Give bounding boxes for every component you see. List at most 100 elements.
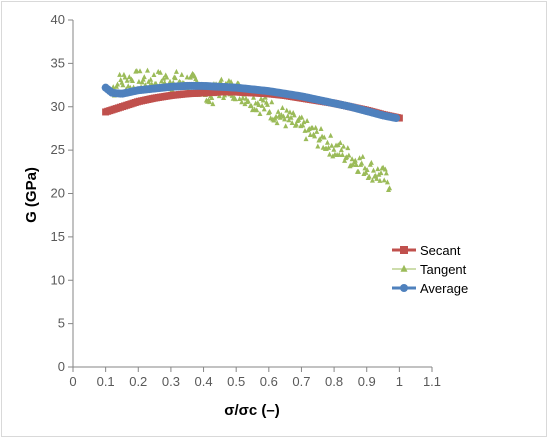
tangent-point [326,144,332,150]
tangent-point [336,151,342,157]
y-tick-label: 30 [51,99,65,114]
tangent-point [216,93,222,99]
tangent-point [256,101,262,107]
tangent-point [381,177,387,183]
tangent-point [300,122,306,128]
y-tick-label: 40 [51,12,65,27]
tangent-point [329,142,335,148]
tangent-point [338,147,344,153]
tangent-point [328,132,334,138]
legend-item-average: Average [392,281,468,296]
tangent-point [228,78,234,84]
tangent-point [284,107,290,113]
tangent-point [251,94,257,100]
plot-area [101,67,403,192]
tangent-point [282,116,288,122]
tangent-point [314,128,320,134]
tangent-point [274,120,280,126]
tangent-point [313,124,319,130]
tangent-point [315,143,321,149]
tangent-point [312,133,318,139]
tangent-point [303,136,309,142]
tangent-point [344,154,350,160]
tangent-point [357,155,363,161]
tangent-point [254,107,260,113]
x-tick-label: 0.3 [162,374,180,389]
legend-item-tangent: Tangent [392,262,467,277]
tangent-point [387,185,393,191]
tangent-point [352,157,358,163]
tangent-point [283,123,289,129]
x-tick-label: 0.4 [195,374,213,389]
y-tick-label: 10 [51,272,65,287]
x-tick-label: 0.1 [97,374,115,389]
x-axis: 0 0.1 0.2 0.3 0.4 0.5 0.6 0.7 0.8 0.9 1 1.1 [69,366,441,389]
tangent-point [141,74,147,80]
tangent-point [356,168,362,174]
tangent-point [139,79,145,85]
tangent-point [126,74,132,80]
tangent-point [383,170,389,176]
tangent-point [377,177,383,183]
tangent-point [327,151,333,157]
tangent-point [167,78,173,84]
y-tick-label: 35 [51,55,65,70]
tangent-point [287,109,293,115]
tangent-point [172,75,178,81]
tangent-point [269,99,275,105]
tangent-point [376,171,382,177]
tangent-point [158,78,164,84]
tangent-point [359,160,365,166]
tangent-point [184,74,190,80]
x-tick-label: 1.1 [423,374,441,389]
tangent-point [210,101,216,107]
tangent-point [117,71,123,77]
tangent-point [145,67,151,73]
tangent-point [324,139,330,145]
average-point [392,114,401,123]
tangent-point [157,69,163,75]
x-tick-label: 0.8 [325,374,343,389]
x-tick-label: 0.5 [227,374,245,389]
tangent-point [248,103,254,109]
tangent-point [122,74,128,80]
tangent-point [209,95,215,101]
legend-item-secant: Secant [392,243,461,258]
tangent-point [337,139,343,145]
tangent-point [382,166,388,172]
tangent-point [164,74,170,80]
tangent-point [299,114,305,120]
tangent-point [140,76,146,82]
tangent-point [368,159,374,165]
tangent-point [173,68,179,74]
tangent-point [130,77,136,83]
y-tick-label: 25 [51,142,65,157]
x-tick-label: 0.7 [292,374,310,389]
x-tick-label: 0.9 [358,374,376,389]
x-tick-label: 0.6 [260,374,278,389]
x-tick-label: 0 [69,374,76,389]
tangent-point [374,175,380,181]
tangent-point [350,161,356,167]
tangent-point [330,153,336,159]
legend-label: Tangent [420,262,467,277]
tangent-point [345,145,351,151]
tangent-point [279,105,285,111]
tangent-point [317,136,323,142]
legend-triangle-marker [400,264,408,272]
tangent-point [375,166,381,172]
y-tick-label: 20 [51,186,65,201]
tangent-point [239,99,245,105]
tangent-point [360,153,366,159]
legend: Secant Tangent Average [392,243,468,296]
tangent-point [259,102,265,108]
tangent-point [232,96,238,102]
tangent-point [124,77,130,83]
x-axis-title: σ/σc (–) [224,402,280,419]
x-tick-label: 1 [396,374,403,389]
tangent-point [318,125,324,131]
tangent-point [339,152,345,158]
tangent-point [353,161,359,167]
tangent-point [261,106,267,112]
